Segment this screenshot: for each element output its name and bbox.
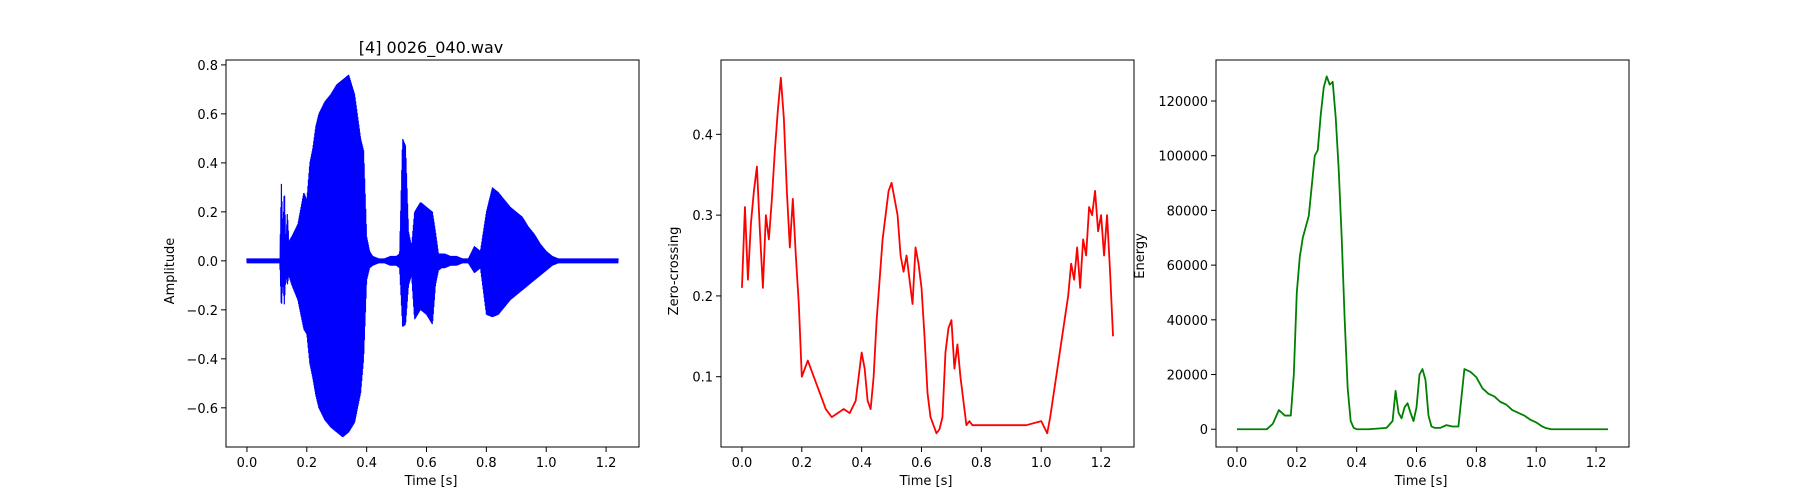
energy-y-tick-label: 0: [1200, 423, 1208, 438]
amplitude-y-axis-label: Amplitude: [163, 238, 178, 305]
energy-x-tick-label: 0.6: [1406, 456, 1427, 471]
zero-crossing-y-tick-label: 0.1: [692, 371, 713, 386]
amplitude-x-tick-label: 0.6: [416, 456, 437, 471]
amplitude-y-tick-label: −0.4: [186, 353, 218, 368]
energy-y-tick-label: 100000: [1158, 150, 1208, 165]
zero-crossing-x-tick-label: 0.8: [971, 456, 992, 471]
amplitude-y-tick-label: −0.6: [186, 402, 218, 417]
energy-y-tick-label: 40000: [1167, 314, 1208, 329]
zero-crossing-y-tick-label: 0.2: [692, 290, 713, 305]
zero-crossing-x-tick-label: 0.6: [911, 456, 932, 471]
energy-x-tick-label: 1.2: [1586, 456, 1607, 471]
zero-crossing-y-axis-label: Zero-crossing: [667, 227, 682, 316]
amplitude-plot-frame: [225, 59, 640, 448]
zero-crossing-y-tick-label: 0.3: [692, 209, 713, 224]
amplitude-y-tick-label: 0.0: [197, 255, 218, 270]
energy-x-axis-label: Time [s]: [1394, 474, 1448, 489]
zero-crossing-x-axis-label: Time [s]: [899, 474, 953, 489]
zero-crossing-x-tick-label: 1.0: [1031, 456, 1052, 471]
energy-subplot: Energy Time [s] 0.0 0.2 0.4 0.6 0.8 1.0 1.2 0 20…: [1133, 59, 1630, 489]
amplitude-y-tick-label: −0.2: [186, 304, 218, 319]
zero-crossing-x-tick-label: 0.2: [791, 456, 812, 471]
zero-crossing-x-tick-label: 0.0: [732, 456, 753, 471]
energy-y-tick-label: 20000: [1167, 369, 1208, 384]
amplitude-x-axis-label: Time [s]: [404, 474, 458, 489]
energy-y-axis-label: Energy: [1133, 233, 1148, 279]
amplitude-x-tick-label: 0.8: [476, 456, 497, 471]
zero-crossing-plot-frame: [720, 59, 1135, 448]
zero-crossing-subplot: Zero-crossing Time [s] 0.0 0.2 0.4 0.6 0.8 1.…: [667, 59, 1135, 489]
amplitude-y-tick-label: 0.6: [197, 108, 218, 123]
amplitude-y-tick-label: 0.8: [197, 59, 218, 74]
zero-crossing-series-line: [741, 76, 1114, 435]
amplitude-x-tick-label: 0.0: [237, 456, 258, 471]
energy-x-tick-label: 0.4: [1346, 456, 1367, 471]
zero-crossing-x-tick-label: 1.2: [1091, 456, 1112, 471]
amplitude-x-tick-label: 1.0: [536, 456, 557, 471]
energy-y-tick-label: 80000: [1167, 204, 1208, 219]
energy-x-tick-label: 1.0: [1526, 456, 1547, 471]
zero-crossing-x-tick-label: 0.4: [851, 456, 872, 471]
amplitude-x-tick-label: 1.2: [596, 456, 617, 471]
amplitude-x-tick-label: 0.2: [296, 456, 317, 471]
energy-x-tick-label: 0.8: [1466, 456, 1487, 471]
energy-x-tick-label: 0.0: [1227, 456, 1248, 471]
energy-x-tick-label: 0.2: [1286, 456, 1307, 471]
amplitude-y-tick-label: 0.2: [197, 206, 218, 221]
energy-series-line: [1236, 75, 1609, 431]
energy-plot-frame: [1215, 59, 1630, 448]
zero-crossing-y-tick-label: 0.4: [692, 128, 713, 143]
amplitude-x-tick-label: 0.4: [356, 456, 377, 471]
energy-y-tick-label: 120000: [1158, 95, 1208, 110]
amplitude-plot-title: [4] 0026_040.wav: [359, 38, 503, 58]
amplitude-series-line: [246, 74, 619, 438]
amplitude-subplot: [4] 0026_040.wav Amplitude Time [s] 0.0 0…: [163, 38, 640, 489]
amplitude-y-tick-label: 0.4: [197, 157, 218, 172]
energy-y-tick-label: 60000: [1167, 259, 1208, 274]
